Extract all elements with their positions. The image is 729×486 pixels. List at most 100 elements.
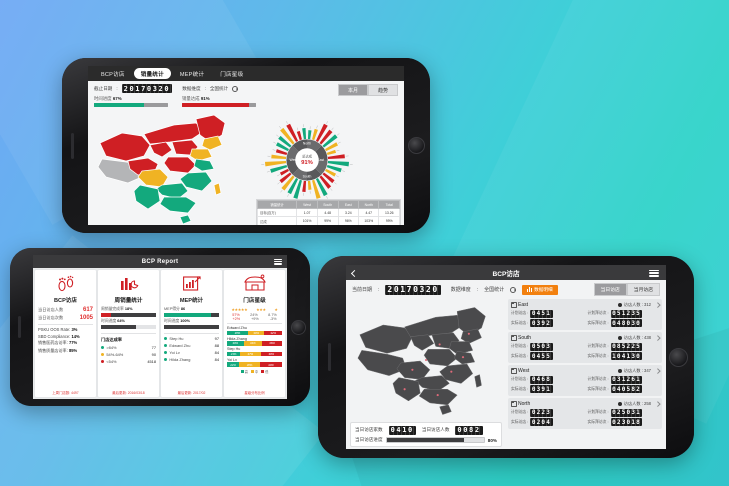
- person-row: Step Hu 24% 37% 39%: [227, 347, 282, 357]
- tab-sales-stats[interactable]: 销量统计: [133, 68, 171, 79]
- rose-petal: [281, 175, 295, 191]
- region-metrics: 计划访店 :0503 计划拜访次 :085225 实际访店 :0455 实际拜访次 :…: [511, 342, 659, 360]
- bar-caption: MEP得分 86: [164, 307, 186, 311]
- bar-caption: 时间进度 64%: [101, 319, 125, 323]
- rose-petal: [319, 129, 333, 145]
- rose-tick: [331, 127, 334, 131]
- radial-rose-chart[interactable]: North East South West 总达成 91%: [258, 111, 356, 209]
- stacked-bar-segment: 30%: [247, 330, 265, 336]
- chevron-right-icon[interactable]: [656, 401, 659, 406]
- progress-bar: [385, 437, 485, 443]
- region-people-text: 访店人数 : 438: [623, 334, 651, 340]
- rose-petal: [302, 127, 307, 140]
- ranking-row: Yoi Lv 84: [164, 350, 219, 355]
- dimension-value[interactable]: 全国统计: [484, 287, 505, 293]
- metric-cell: 计划拜访次 :031261: [588, 375, 660, 384]
- home-button[interactable]: [669, 347, 688, 367]
- date-value[interactable]: 20170320: [385, 284, 442, 295]
- card-bcp-visits[interactable]: BCP访店 当日访店人数 617 当日访店次数 1005 PSKU OOS Ra…: [35, 270, 96, 397]
- search-icon[interactable]: [232, 85, 239, 92]
- card-mep-stats[interactable]: MEP统计 MEP得分 86 时间进度 100% Step Hu 97 Edwar…: [161, 270, 222, 397]
- rose-tick: [273, 141, 277, 144]
- home-button[interactable]: [291, 319, 306, 335]
- region-card[interactable]: North 访店人数 : 258 计划访店 :0223 计划拜访次 :025031 实际…: [508, 398, 662, 429]
- rose-tick: [286, 121, 288, 124]
- dimension-label: 数据维度: [450, 287, 471, 293]
- hamburger-icon[interactable]: [649, 269, 659, 277]
- chevron-right-icon[interactable]: [656, 335, 659, 340]
- map-city-markers: [403, 332, 470, 397]
- data-detail-button[interactable]: 数据明细: [522, 284, 558, 295]
- rose-petal: [325, 168, 337, 177]
- map-svg: [357, 307, 486, 415]
- date-label: 当前日期: [352, 287, 373, 293]
- card-weekly-sales[interactable]: 周销量统计 周销量完成率 18% 时间进度 64% 门店达成率 >84% 77 5…: [98, 270, 159, 397]
- phone-device-bcp-visits: BCP访店 当前日期 : 20170320 数据维度 : 全国统计 数据明细: [318, 256, 694, 458]
- card-store-rating[interactable]: 门店星级 ★★★★★ ★★★ ★ 57% 24% 8.7% +2% +9%: [224, 270, 285, 397]
- metric-label: 计划拜访次 :: [587, 410, 609, 414]
- legend-item: >84% 77: [101, 345, 156, 350]
- region-card[interactable]: West 访店人数 : 347 计划访店 :0468 计划拜访次 :031261 实际访…: [508, 365, 662, 396]
- metric-value: 0503: [530, 342, 553, 351]
- home-button[interactable]: [408, 137, 425, 154]
- tab-bcp-visits[interactable]: BCP访店: [101, 71, 125, 78]
- metric-label: PSKU OOS Rate:: [38, 327, 71, 332]
- segment-this-month[interactable]: 本月: [337, 84, 368, 96]
- dimension-value[interactable]: 全国统计: [209, 85, 229, 91]
- china-dark-map[interactable]: [354, 303, 500, 421]
- card-title: 门店星级: [243, 298, 266, 304]
- region-header: West 访店人数 : 347: [511, 367, 659, 374]
- card-title: 周销量统计: [114, 298, 143, 304]
- chevron-right-icon[interactable]: [656, 368, 659, 373]
- rose-petal: [322, 172, 335, 184]
- table-header-row: 销量统计 West South East North Total: [256, 199, 400, 210]
- rose-tick: [277, 174, 280, 177]
- metric-value: 0451: [530, 309, 553, 318]
- bar-fill: [164, 325, 219, 329]
- progress-value: 91%: [200, 96, 210, 101]
- location-icon: [511, 301, 518, 308]
- card-footnote: 最后更新: 2016/03/18: [112, 391, 145, 395]
- rose-tick: [280, 189, 283, 193]
- region-card[interactable]: South 访店人数 : 438 计划访店 :0503 计划拜访次 :085225 实际…: [508, 332, 662, 363]
- metric-label: 计划拜访次 :: [587, 311, 609, 315]
- region-metrics: 计划访店 :0451 计划拜访次 :051235 实际访店 :0392 实际拜访次 :…: [511, 309, 659, 327]
- legend-count: 4518: [147, 359, 156, 364]
- hamburger-icon[interactable]: [274, 258, 282, 265]
- region-people-text: 访店人数 : 347: [623, 367, 651, 373]
- rose-tick: [276, 134, 279, 137]
- table-cell: 99%: [316, 216, 339, 225]
- legend-label: <54%: [106, 359, 117, 364]
- location-icon: [511, 367, 518, 374]
- phone3-content: 当日访店家数 0410 当日访店人数 0082 当日访店进度 80% East 访…: [346, 299, 666, 449]
- stat-label: 当日访店次数: [38, 314, 64, 320]
- filter-bar: 截止日期 : 20170320 数据维度 : 全国统计 本月 趋势 时间进度: [88, 81, 404, 109]
- rose-region-west: West: [290, 158, 298, 162]
- rose-tick: [342, 170, 346, 172]
- person-icon: [617, 401, 622, 406]
- tab-mep-stats[interactable]: MEP统计: [179, 71, 205, 78]
- region-list[interactable]: East 访店人数 : 312 计划访店 :0451 计划拜访次 :051235 实际访…: [506, 299, 666, 449]
- stars-1-delta: -3%: [269, 317, 277, 321]
- segment-today-visits[interactable]: 当日访店: [593, 283, 627, 296]
- search-icon[interactable]: [510, 286, 517, 293]
- table-cell: 13.26: [378, 208, 400, 218]
- metric-value: 0391: [530, 385, 553, 393]
- person-name: Yoi Lv: [169, 350, 180, 355]
- person-score: 84: [214, 350, 219, 355]
- person-name: Edward Zhu: [227, 326, 247, 330]
- segment-trend[interactable]: 趋势: [367, 84, 398, 96]
- metric-label: 实际拜访次 :: [587, 320, 609, 325]
- rose-tick: [326, 121, 328, 124]
- segment-month-visits[interactable]: 当月访店: [626, 283, 660, 296]
- rose-tick: [336, 133, 340, 136]
- chevron-left-icon[interactable]: [352, 269, 357, 277]
- table-cell: 99%: [378, 216, 400, 225]
- store-icon: [243, 273, 266, 295]
- region-card[interactable]: East 访店人数 : 312 计划访店 :0451 计划拜访次 :051235 实际访…: [508, 299, 662, 330]
- chevron-right-icon[interactable]: [656, 302, 659, 307]
- tab-store-rating[interactable]: 门店星级: [220, 71, 244, 78]
- china-choropleth-map[interactable]: [92, 109, 242, 225]
- date-value[interactable]: 20170320: [121, 84, 173, 93]
